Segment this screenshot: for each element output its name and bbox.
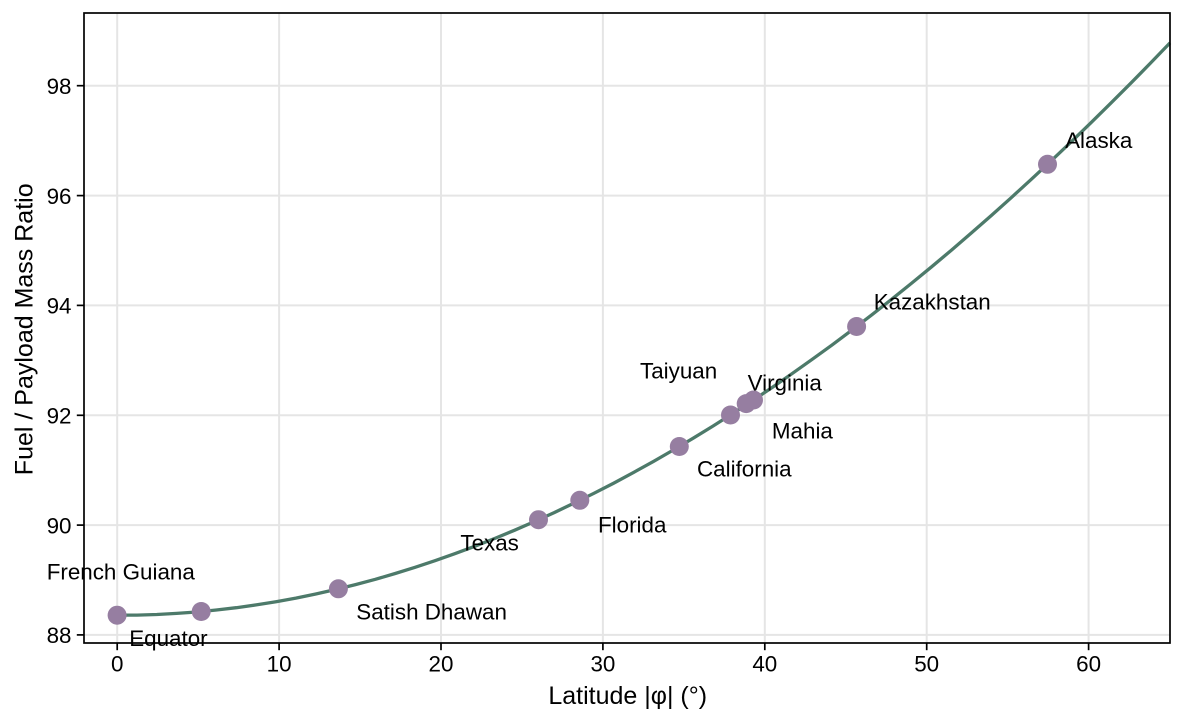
- svg-text:California: California: [697, 457, 792, 482]
- svg-text:20: 20: [429, 652, 454, 677]
- svg-text:Taiyuan: Taiyuan: [640, 359, 717, 384]
- svg-text:Texas: Texas: [460, 531, 519, 556]
- svg-text:Latitude |φ| (°): Latitude |φ| (°): [548, 682, 707, 710]
- svg-text:Virginia: Virginia: [748, 371, 823, 396]
- svg-text:French Guiana: French Guiana: [47, 560, 196, 585]
- svg-text:30: 30: [590, 652, 615, 677]
- svg-text:50: 50: [914, 652, 939, 677]
- svg-text:Florida: Florida: [598, 512, 667, 537]
- svg-text:90: 90: [47, 513, 72, 538]
- svg-text:Alaska: Alaska: [1065, 128, 1133, 153]
- svg-text:88: 88: [47, 623, 72, 648]
- svg-text:98: 98: [47, 74, 72, 99]
- svg-text:92: 92: [47, 404, 72, 429]
- svg-text:Equator: Equator: [129, 626, 208, 651]
- svg-text:Mahia: Mahia: [772, 419, 834, 444]
- svg-text:0: 0: [111, 652, 123, 677]
- svg-text:10: 10: [267, 652, 292, 677]
- svg-text:40: 40: [752, 652, 777, 677]
- svg-text:Satish Dhawan: Satish Dhawan: [356, 600, 507, 625]
- svg-text:Kazakhstan: Kazakhstan: [874, 290, 991, 315]
- svg-text:94: 94: [47, 294, 72, 319]
- svg-text:Fuel / Payload Mass Ratio: Fuel / Payload Mass Ratio: [11, 183, 39, 475]
- svg-text:60: 60: [1076, 652, 1101, 677]
- svg-text:96: 96: [47, 184, 72, 209]
